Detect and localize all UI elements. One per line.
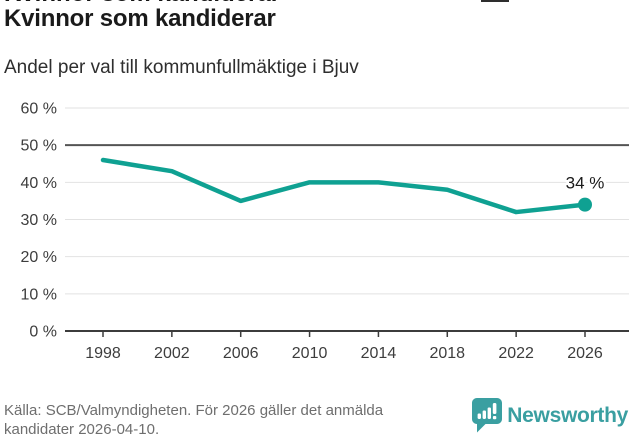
logo-text: Newsworthy [507, 403, 628, 427]
chart-title: Kvinnor som kandiderar [4, 5, 276, 32]
source-line-1: Källa: SCB/Valmyndigheten. För 2026 gäll… [4, 402, 384, 419]
x-tick-label: 1998 [85, 345, 121, 362]
cropped-text-artifact: Kvinnor som kandiderar [4, 0, 280, 3]
end-point-marker [578, 197, 592, 212]
cropped-artifact-dash [481, 0, 509, 2]
y-tick-label: 10 % [21, 286, 57, 303]
x-tick-label: 2014 [361, 345, 397, 362]
x-tick-label: 2010 [292, 345, 328, 362]
chart-subtitle: Andel per val till kommunfullmäktige i B… [4, 57, 359, 78]
y-tick-label: 0 % [29, 324, 57, 341]
newsworthy-logo-icon [472, 398, 503, 433]
y-tick-label: 60 % [21, 101, 57, 118]
x-tick-label: 2006 [223, 345, 259, 362]
y-tick-label: 50 % [21, 138, 57, 155]
cropped-text: Kvinnor som kandiderar [4, 0, 280, 3]
x-tick-label: 2002 [154, 345, 190, 362]
source-note: Källa: SCB/Valmyndigheten. För 2026 gäll… [4, 401, 383, 439]
y-tick-label: 30 % [21, 212, 57, 229]
y-tick-label: 20 % [21, 249, 57, 266]
newsworthy-logo: Newsworthy [472, 398, 628, 433]
source-line-2: kandidater 2026-04-10. [4, 421, 160, 438]
data-line [100, 157, 588, 215]
x-tick-label: 2026 [567, 345, 603, 362]
x-tick-label: 2018 [429, 345, 465, 362]
x-tick-label: 2022 [498, 345, 534, 362]
end-point-label: 34 % [566, 174, 605, 193]
y-tick-label: 40 % [21, 175, 57, 192]
